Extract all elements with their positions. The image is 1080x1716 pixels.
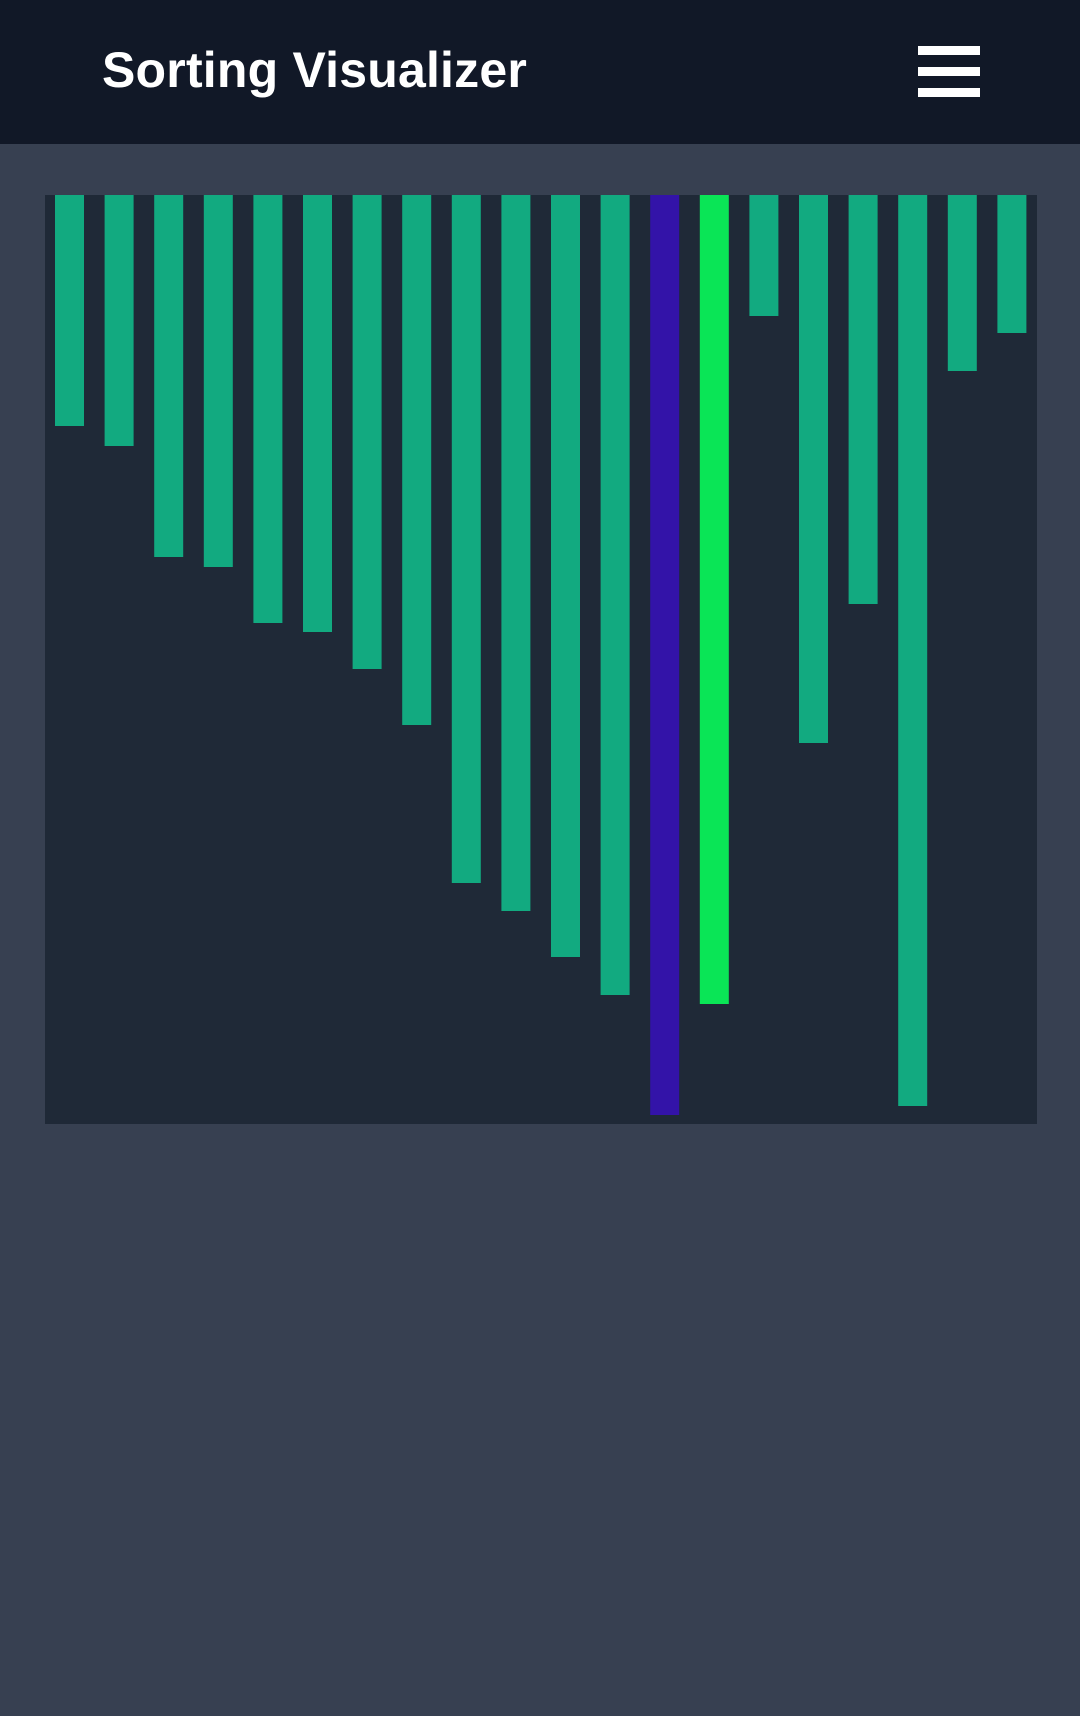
bar-5 — [253, 195, 283, 623]
app-bar: Sorting Visualizer — [0, 0, 1080, 144]
bar-20 — [997, 195, 1027, 333]
bar-14 — [699, 195, 729, 1004]
menu-button[interactable] — [912, 40, 984, 104]
bar-4 — [203, 195, 233, 567]
bar-16 — [799, 195, 828, 743]
bar-6 — [303, 195, 332, 632]
bar-3 — [154, 195, 184, 557]
bar-10 — [501, 195, 531, 911]
bar-9 — [451, 195, 481, 883]
hamburger-menu-icon — [918, 46, 980, 98]
app-title: Sorting Visualizer — [102, 42, 528, 98]
bar-19 — [947, 195, 977, 371]
bar-13 — [650, 195, 680, 1115]
sorting-bars-chart — [55, 195, 1027, 1115]
bar-7 — [352, 195, 382, 669]
bar-8 — [402, 195, 432, 725]
bar-12 — [600, 195, 630, 995]
bar-11 — [551, 195, 580, 957]
bar-15 — [749, 195, 779, 316]
bar-18 — [898, 195, 928, 1106]
bar-1 — [55, 195, 84, 426]
bar-17 — [848, 195, 878, 604]
visualizer-panel — [45, 195, 1037, 1124]
bar-2 — [104, 195, 134, 446]
